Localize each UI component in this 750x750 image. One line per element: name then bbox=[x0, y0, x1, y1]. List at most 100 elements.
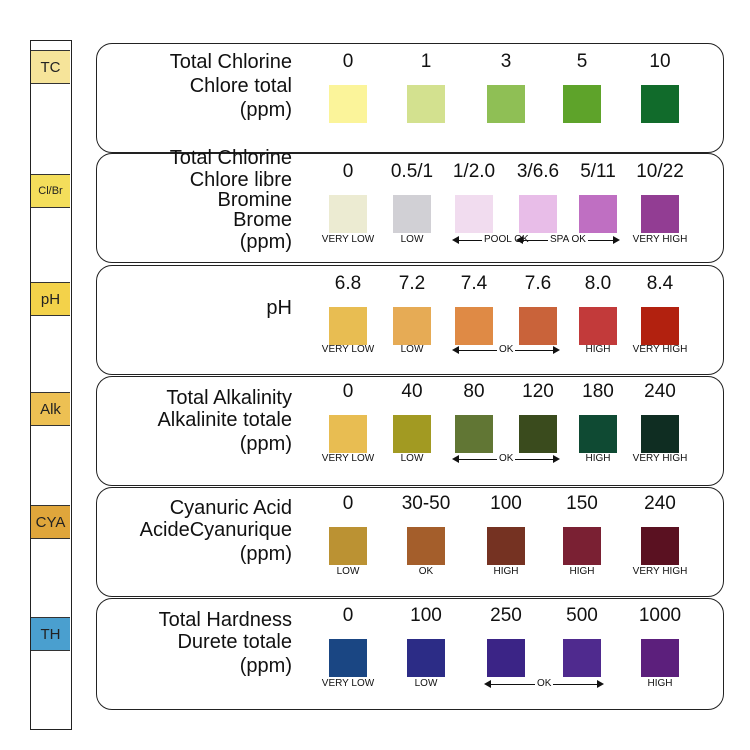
section-ph-color-swatch bbox=[329, 307, 367, 345]
section-th-level-label: VERY LOW bbox=[321, 678, 375, 689]
range-label: SPA OK bbox=[548, 234, 588, 246]
section-alk-color-swatch bbox=[519, 415, 557, 453]
section-cya-value: 30-50 bbox=[401, 493, 451, 514]
section-clbr-level-label: VERY HIGH bbox=[632, 234, 688, 245]
section-th-color-swatch bbox=[407, 639, 445, 677]
section-th-level-label: LOW bbox=[414, 678, 438, 689]
section-ph-level-label: LOW bbox=[400, 344, 424, 355]
section-clbr-title-line: Bromine bbox=[217, 189, 292, 211]
section-alk-value: 180 bbox=[582, 381, 614, 402]
strip-pad-ph: pH bbox=[31, 282, 70, 316]
arrow-left-icon bbox=[452, 236, 459, 244]
section-cya-color-swatch bbox=[329, 527, 367, 565]
section-clbr-value: 10/22 bbox=[636, 161, 684, 182]
test-strip: TC Cl/Br pH Alk CYA TH bbox=[30, 40, 72, 730]
section-th-range-indicator: OK bbox=[484, 678, 604, 690]
section-tc-value: 10 bbox=[649, 51, 671, 72]
section-cya-value: 150 bbox=[566, 493, 598, 514]
arrow-right-icon bbox=[553, 455, 560, 463]
section-cya-title-line: AcideCyanurique bbox=[139, 519, 292, 541]
section-clbr-title-line: Chlore libre bbox=[189, 169, 292, 191]
section-tc-value: 0 bbox=[342, 51, 354, 72]
section-alk-color-swatch bbox=[329, 415, 367, 453]
section-clbr-level-label: LOW bbox=[400, 234, 424, 245]
section-clbr-color-swatch bbox=[579, 195, 617, 233]
arrow-left-icon bbox=[452, 346, 459, 354]
section-cya-value: 0 bbox=[342, 493, 354, 514]
strip-pad-cya: CYA bbox=[31, 505, 70, 539]
section-clbr-level-label: VERY LOW bbox=[321, 234, 375, 245]
section-clbr-value: 5/11 bbox=[580, 161, 616, 182]
section-tc-title-line: Total Chlorine bbox=[169, 51, 292, 73]
section-ph-value: 7.6 bbox=[524, 273, 552, 294]
section-tc-value: 1 bbox=[420, 51, 432, 72]
section-clbr-color-swatch bbox=[519, 195, 557, 233]
section-clbr-color-swatch bbox=[641, 195, 679, 233]
section-ph-color-swatch bbox=[455, 307, 493, 345]
section-th-value: 0 bbox=[342, 605, 354, 626]
section-cya-value: 240 bbox=[644, 493, 676, 514]
section-alk-title-line: Total Alkalinity bbox=[166, 387, 292, 409]
strip-pad-alk: Alk bbox=[31, 392, 70, 426]
section-th-level-label: HIGH bbox=[647, 678, 673, 689]
range-label: OK bbox=[497, 453, 516, 465]
section-tc-title-line: (ppm) bbox=[239, 99, 292, 121]
section-clbr-range-indicator: SPA OK bbox=[516, 234, 620, 246]
section-th-value: 1000 bbox=[638, 605, 682, 626]
section-ph-color-swatch bbox=[579, 307, 617, 345]
range-label: OK bbox=[497, 344, 516, 356]
section-alk-value: 80 bbox=[463, 381, 485, 402]
section-clbr-value: 0 bbox=[342, 161, 354, 182]
section-alk-level-label: LOW bbox=[400, 453, 424, 464]
section-clbr-color-swatch bbox=[393, 195, 431, 233]
section-ph-value: 8.4 bbox=[646, 273, 674, 294]
section-ph-level-label: HIGH bbox=[585, 344, 611, 355]
section-cya-level-label: HIGH bbox=[569, 566, 595, 577]
arrow-right-icon bbox=[597, 680, 604, 688]
section-cya-color-swatch bbox=[563, 527, 601, 565]
section-cya-value: 100 bbox=[490, 493, 522, 514]
section-clbr-title-line: (ppm) bbox=[239, 231, 292, 253]
section-cya-color-swatch bbox=[487, 527, 525, 565]
section-alk-color-swatch bbox=[641, 415, 679, 453]
section-tc-value: 5 bbox=[576, 51, 588, 72]
section-alk-level-label: VERY LOW bbox=[321, 453, 375, 464]
section-th-color-swatch bbox=[329, 639, 367, 677]
arrow-right-icon bbox=[613, 236, 620, 244]
section-th-title-line: (ppm) bbox=[239, 655, 292, 677]
section-ph-value: 7.4 bbox=[460, 273, 488, 294]
strip-pad-th: TH bbox=[31, 617, 70, 651]
section-clbr-value: 1/2.0 bbox=[452, 161, 496, 182]
section-ph-level-label: VERY HIGH bbox=[632, 344, 688, 355]
section-tc-title-line: Chlore total bbox=[189, 75, 292, 97]
section-ph-level-label: VERY LOW bbox=[321, 344, 375, 355]
section-tc-color-swatch bbox=[641, 85, 679, 123]
section-clbr-title-line: Total Chlorine bbox=[169, 147, 292, 169]
section-alk-color-swatch bbox=[393, 415, 431, 453]
section-alk-value: 120 bbox=[522, 381, 554, 402]
section-th-value: 250 bbox=[490, 605, 522, 626]
section-th-color-swatch bbox=[641, 639, 679, 677]
section-cya-title-line: (ppm) bbox=[239, 543, 292, 565]
section-tc-value: 3 bbox=[500, 51, 512, 72]
arrow-left-icon bbox=[484, 680, 491, 688]
section-clbr-color-swatch bbox=[329, 195, 367, 233]
section-th-title-line: Total Hardness bbox=[158, 609, 292, 631]
arrow-right-icon bbox=[553, 346, 560, 354]
section-alk-value: 240 bbox=[644, 381, 676, 402]
arrow-left-icon bbox=[516, 236, 523, 244]
section-alk-value: 0 bbox=[342, 381, 354, 402]
section-alk-color-swatch bbox=[579, 415, 617, 453]
section-th-value: 500 bbox=[566, 605, 598, 626]
section-alk-level-label: VERY HIGH bbox=[632, 453, 688, 464]
section-th-title-line: Durete totale bbox=[177, 631, 292, 653]
strip-pad-tc: TC bbox=[31, 50, 70, 84]
section-ph-value: 7.2 bbox=[398, 273, 426, 294]
section-cya-level-label: VERY HIGH bbox=[632, 566, 688, 577]
section-ph-color-swatch bbox=[519, 307, 557, 345]
section-ph-range-indicator: OK bbox=[452, 344, 560, 356]
section-ph-value: 8.0 bbox=[584, 273, 612, 294]
section-alk-value: 40 bbox=[401, 381, 423, 402]
section-cya-title-line: Cyanuric Acid bbox=[169, 497, 292, 519]
section-cya-color-swatch bbox=[407, 527, 445, 565]
